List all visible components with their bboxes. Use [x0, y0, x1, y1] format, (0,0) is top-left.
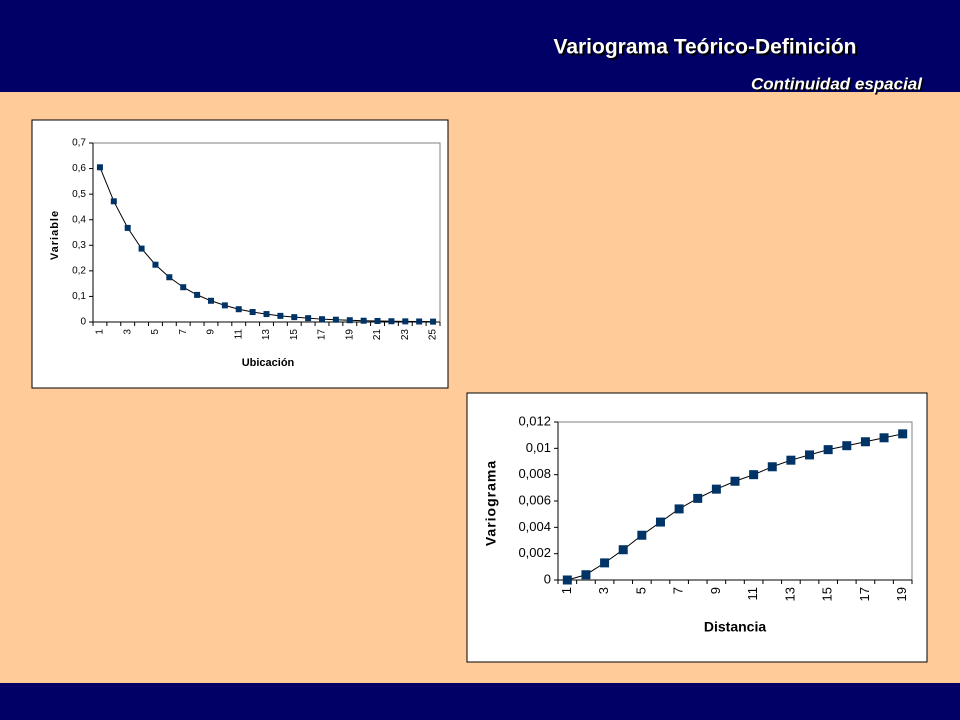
x-tick-label: 15 — [820, 587, 835, 601]
data-marker — [637, 530, 647, 540]
x-tick-label: 19 — [894, 587, 909, 601]
data-marker — [674, 504, 684, 514]
data-marker — [277, 312, 284, 319]
y-tick-label: 0,004 — [518, 519, 551, 534]
x-tick-label: 5 — [150, 329, 161, 335]
y-axis-label: Variable — [49, 210, 61, 260]
y-tick-label: 0,008 — [518, 466, 551, 481]
data-marker — [332, 316, 339, 323]
data-marker — [805, 450, 815, 460]
header-band — [0, 0, 960, 92]
y-tick-label: 0,6 — [72, 163, 86, 174]
slide-title: Variograma Teórico-Definición — [553, 36, 856, 59]
data-marker — [730, 476, 740, 486]
plot-area — [557, 421, 913, 581]
x-tick-label: 7 — [671, 587, 686, 594]
data-marker — [388, 318, 395, 325]
y-tick-label: 0 — [80, 317, 86, 328]
y-tick-label: 0,002 — [518, 545, 551, 560]
x-tick-label: 17 — [857, 587, 872, 601]
data-marker — [823, 445, 833, 455]
data-marker — [263, 311, 270, 318]
x-tick-label: 19 — [344, 329, 355, 341]
data-marker — [194, 291, 201, 298]
data-marker — [562, 575, 572, 585]
y-tick-label: 0,012 — [518, 413, 551, 428]
x-tick-label: 17 — [317, 329, 328, 341]
x-tick-label: 1 — [559, 587, 574, 594]
y-tick-label: 0,1 — [72, 291, 86, 302]
data-marker — [305, 315, 312, 322]
x-tick-label: 23 — [400, 329, 411, 341]
x-tick-label: 9 — [206, 329, 217, 335]
x-tick-label: 3 — [122, 329, 133, 335]
slide-subtitle: Continuidad espacial — [751, 74, 923, 93]
data-marker — [110, 198, 117, 205]
footer-band — [0, 683, 960, 720]
data-marker — [291, 314, 298, 321]
data-marker — [842, 441, 852, 451]
data-marker — [249, 309, 256, 316]
data-marker — [898, 429, 908, 439]
title-shadow: Variograma Teórico-Definición — [555, 38, 858, 61]
data-marker — [786, 455, 796, 465]
data-marker — [711, 484, 721, 494]
subtitle-shadow: Continuidad espacial — [753, 76, 925, 95]
y-tick-label: 0,5 — [72, 189, 86, 200]
x-axis-label: Distancia — [704, 619, 766, 635]
y-tick-label: 0,3 — [72, 240, 86, 251]
data-marker — [221, 302, 228, 309]
data-marker — [749, 470, 759, 480]
x-tick-label: 3 — [596, 587, 611, 594]
data-marker — [879, 433, 889, 443]
y-tick-label: 0 — [544, 571, 551, 586]
data-marker — [581, 570, 591, 580]
y-tick-label: 0,4 — [72, 214, 86, 225]
plot-area — [92, 142, 441, 323]
data-marker — [207, 297, 214, 304]
x-tick-label: 5 — [633, 587, 648, 594]
x-tick-label: 13 — [782, 587, 797, 601]
x-tick-label: 11 — [233, 329, 244, 340]
y-tick-label: 0,7 — [72, 138, 86, 149]
x-tick-label: 25 — [428, 329, 439, 341]
data-marker — [360, 317, 367, 324]
data-marker — [319, 316, 326, 323]
x-axis-label: Ubicación — [242, 357, 295, 369]
data-marker — [166, 274, 173, 281]
x-tick-label: 7 — [178, 329, 189, 335]
data-marker — [860, 437, 870, 447]
data-marker — [235, 306, 242, 313]
x-tick-label: 21 — [372, 329, 383, 341]
x-tick-label: 1 — [95, 329, 106, 335]
data-marker — [655, 517, 665, 527]
x-tick-label: 13 — [261, 329, 272, 341]
data-marker — [618, 545, 628, 555]
data-marker — [124, 224, 131, 231]
x-tick-label: 11 — [745, 587, 760, 601]
y-axis-label: Variograma — [483, 460, 499, 546]
data-marker — [416, 318, 423, 325]
data-marker — [138, 245, 145, 252]
data-marker — [402, 318, 409, 325]
x-tick-label: 9 — [708, 587, 723, 594]
data-marker — [346, 317, 353, 324]
data-marker — [374, 317, 381, 324]
data-marker — [430, 318, 437, 325]
data-marker — [767, 462, 777, 472]
y-tick-label: 0,006 — [518, 492, 551, 507]
data-marker — [180, 284, 187, 291]
data-marker — [600, 558, 610, 568]
data-marker — [152, 261, 159, 268]
y-tick-label: 0,2 — [72, 265, 86, 276]
y-tick-label: 0,01 — [526, 440, 551, 455]
data-marker — [96, 164, 103, 171]
x-tick-label: 15 — [289, 329, 300, 341]
data-marker — [693, 493, 703, 503]
